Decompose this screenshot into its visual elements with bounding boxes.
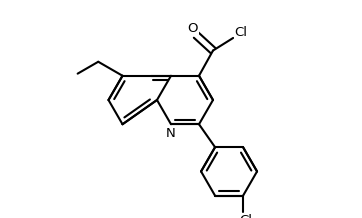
Text: N: N (166, 127, 176, 140)
Text: O: O (187, 22, 197, 35)
Text: Cl: Cl (240, 214, 253, 218)
Text: Cl: Cl (235, 26, 248, 39)
